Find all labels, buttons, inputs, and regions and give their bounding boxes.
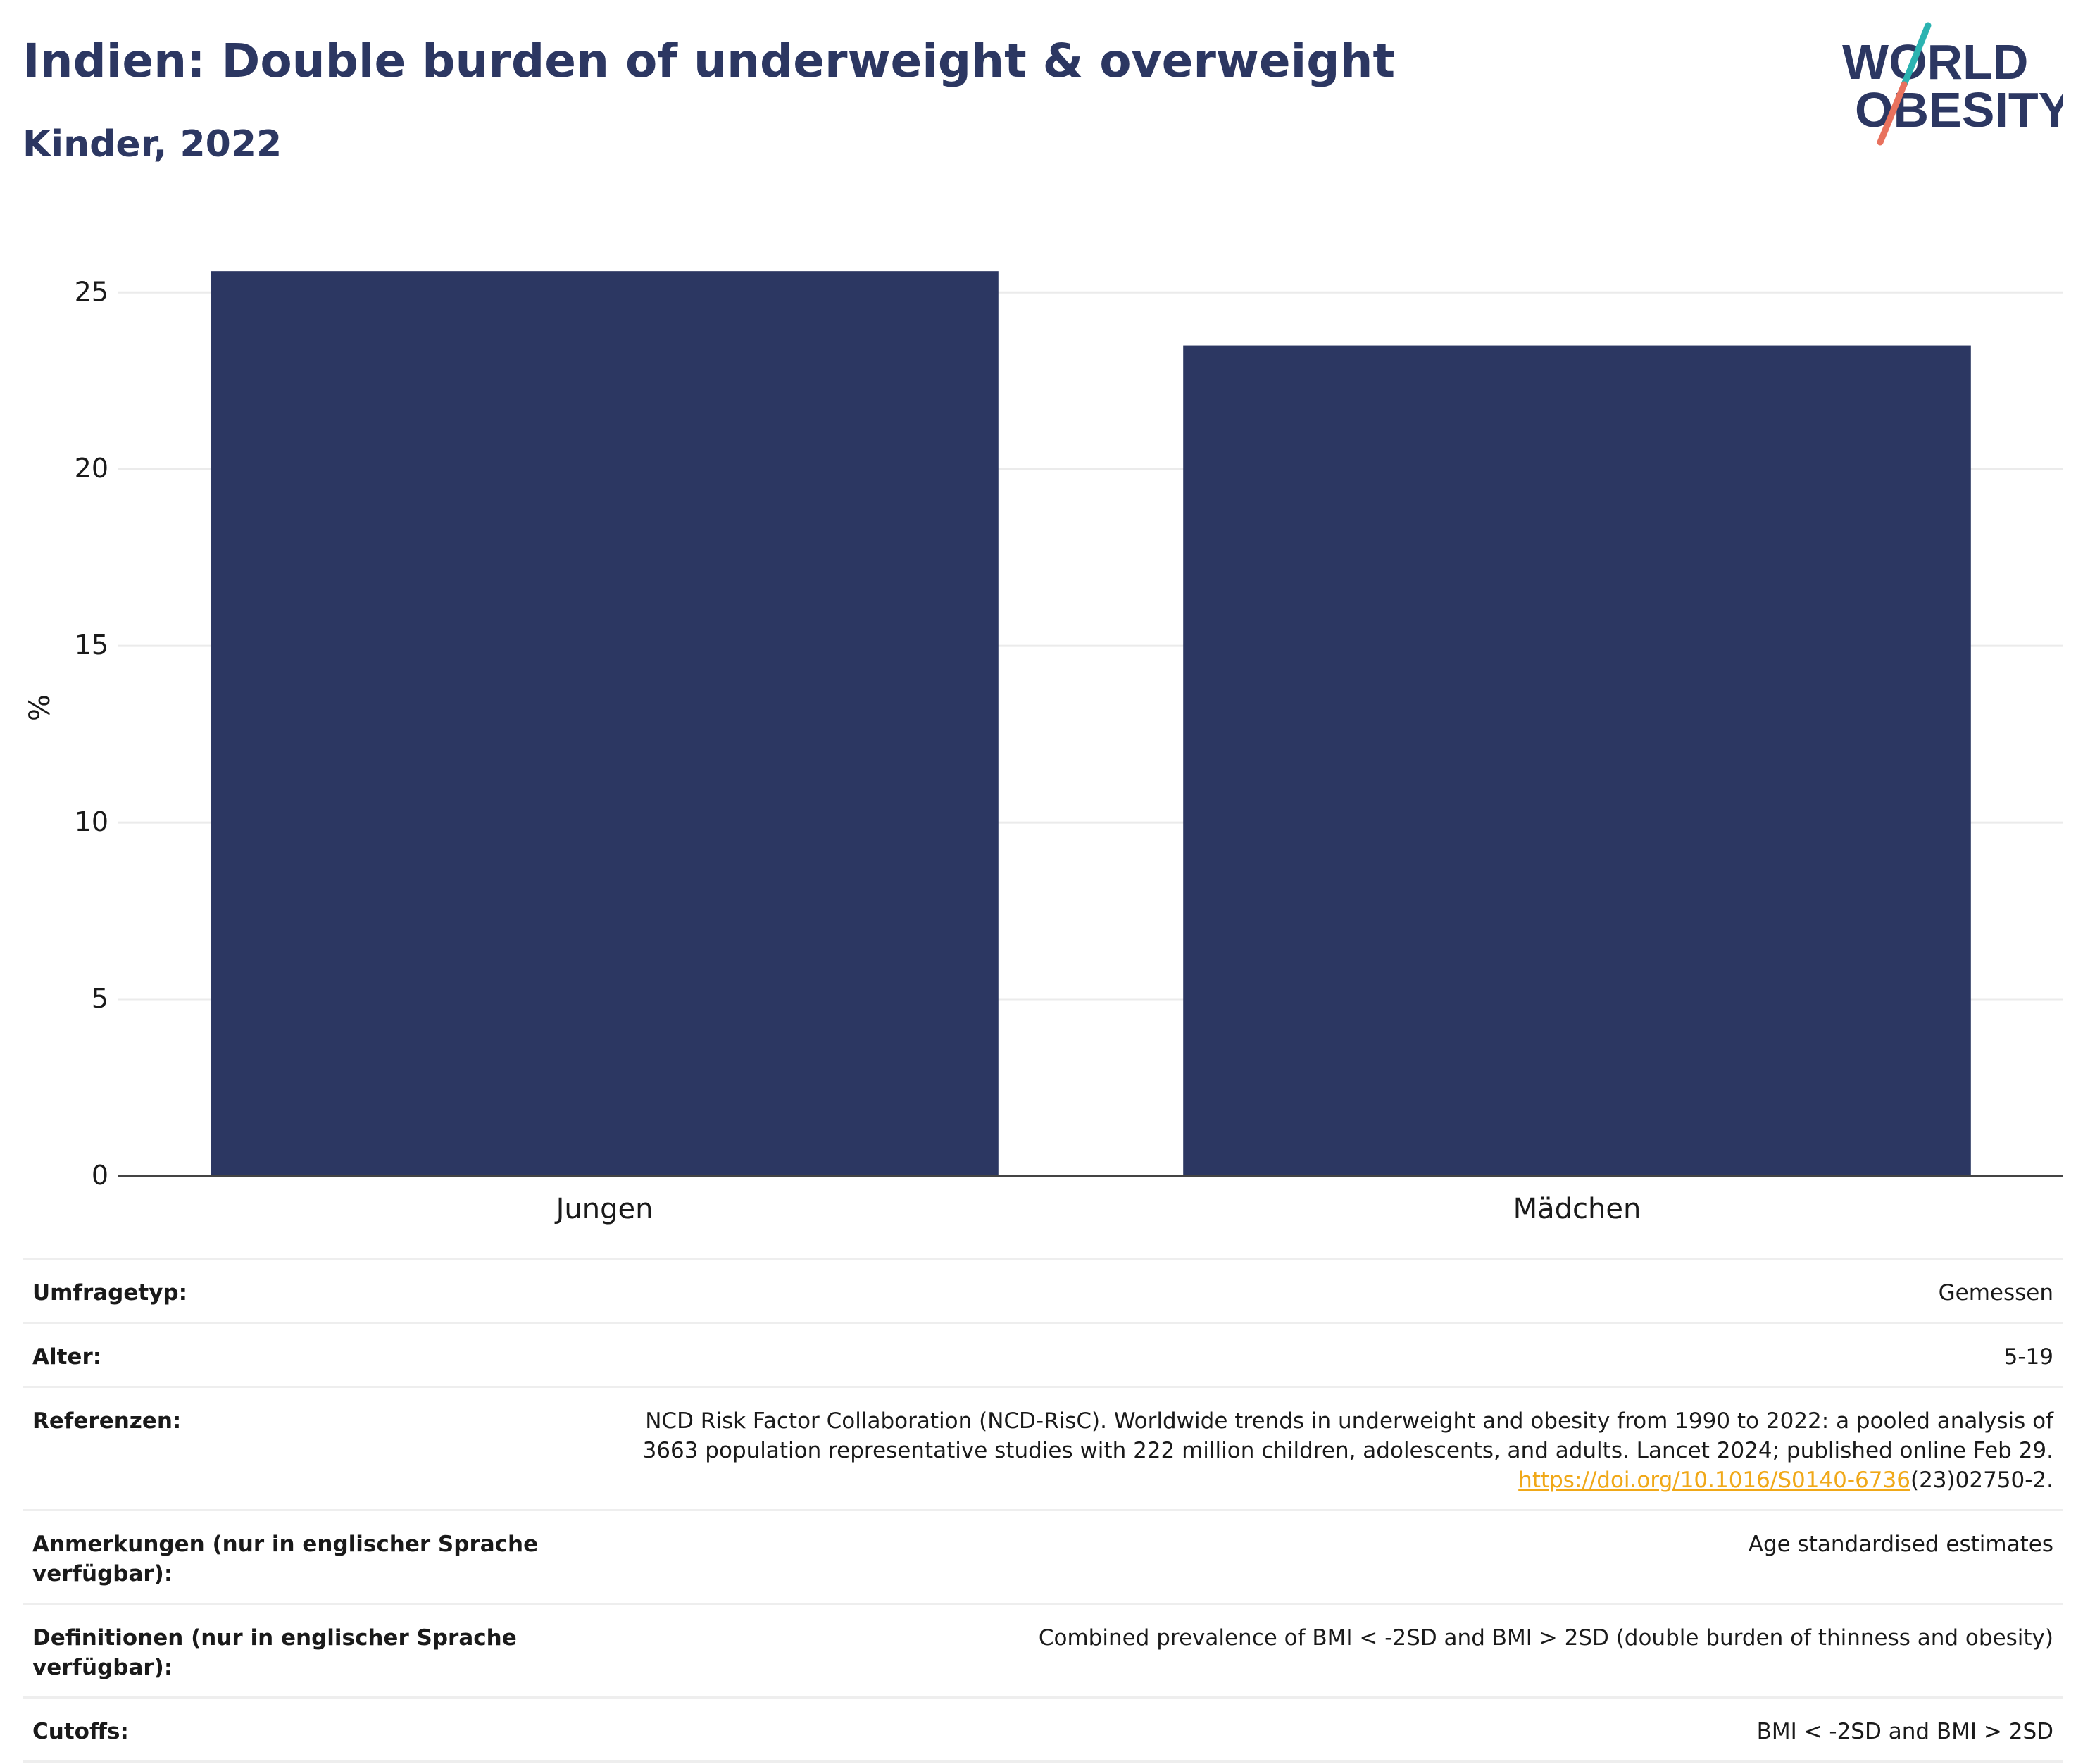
meta-value-references: NCD Risk Factor Collaboration (NCD-RisC)…: [549, 1386, 2063, 1511]
meta-label-notes: Anmerkungen (nur in englischer Sprache v…: [23, 1509, 549, 1605]
y-tick-label: 0: [92, 1160, 108, 1191]
y-tick-label: 5: [92, 983, 108, 1014]
y-tick-label: 10: [75, 806, 108, 837]
world-obesity-logo: WORLD OBESITY: [1842, 22, 2063, 146]
bar-1: [1183, 345, 1971, 1176]
meta-value-definitions: Combined prevalence of BMI < -2SD and BM…: [549, 1603, 2063, 1699]
reference-line-2: 3663 population representative studies w…: [642, 1438, 2053, 1463]
x-tick-label: Mädchen: [1513, 1193, 1641, 1225]
y-tick-label: 20: [75, 453, 108, 484]
logo-text-world: WORLD: [1842, 35, 2028, 89]
logo-text-obesity: OBESITY: [1855, 82, 2063, 137]
reference-doi-tail: (23)02750-2.: [1910, 1468, 2053, 1493]
meta-label-age: Alter:: [23, 1322, 549, 1388]
bar-0: [211, 271, 999, 1176]
meta-label-cutoffs: Cutoffs:: [23, 1696, 549, 1763]
logo-slash-coral: [1877, 81, 1908, 146]
metadata-table: Umfragetyp: Gemessen Alter: 5-19 Referen…: [23, 1258, 2063, 1763]
reference-doi-link[interactable]: https://doi.org/10.1016/S0140-6736: [1518, 1468, 1910, 1493]
meta-label-references: Referenzen:: [23, 1386, 549, 1511]
meta-row-notes: Anmerkungen (nur in englischer Sprache v…: [23, 1509, 2063, 1605]
y-tick-label: 25: [75, 276, 108, 307]
reference-line-1: NCD Risk Factor Collaboration (NCD-RisC)…: [645, 1408, 2053, 1434]
y-axis-title: %: [24, 694, 56, 721]
x-tick-label: Jungen: [554, 1193, 653, 1225]
meta-row-survey: Umfragetyp: Gemessen: [23, 1258, 2063, 1324]
logo-slash-teal: [1901, 22, 1932, 88]
meta-value-age: 5-19: [549, 1322, 2063, 1388]
meta-row-age: Alter: 5-19: [23, 1322, 2063, 1388]
bar-chart: 0 5 10 15 20 25% Jungen Mädchen: [24, 271, 2063, 1225]
meta-value-survey: Gemessen: [549, 1258, 2063, 1324]
chart-subtitle: Kinder, 2022: [23, 123, 282, 165]
meta-row-definitions: Definitionen (nur in englischer Sprache …: [23, 1603, 2063, 1699]
meta-label-definitions: Definitionen (nur in englischer Sprache …: [23, 1603, 549, 1699]
chart-title: Indien: Double burden of underweight & o…: [23, 34, 1396, 88]
meta-row-cutoffs: Cutoffs: BMI < -2SD and BMI > 2SD: [23, 1696, 2063, 1763]
meta-value-notes: Age standardised estimates: [549, 1509, 2063, 1605]
meta-row-references: Referenzen: NCD Risk Factor Collaboratio…: [23, 1386, 2063, 1511]
meta-value-cutoffs: BMI < -2SD and BMI > 2SD: [549, 1696, 2063, 1763]
meta-label-survey: Umfragetyp:: [23, 1258, 549, 1324]
y-tick-label: 15: [75, 630, 108, 661]
